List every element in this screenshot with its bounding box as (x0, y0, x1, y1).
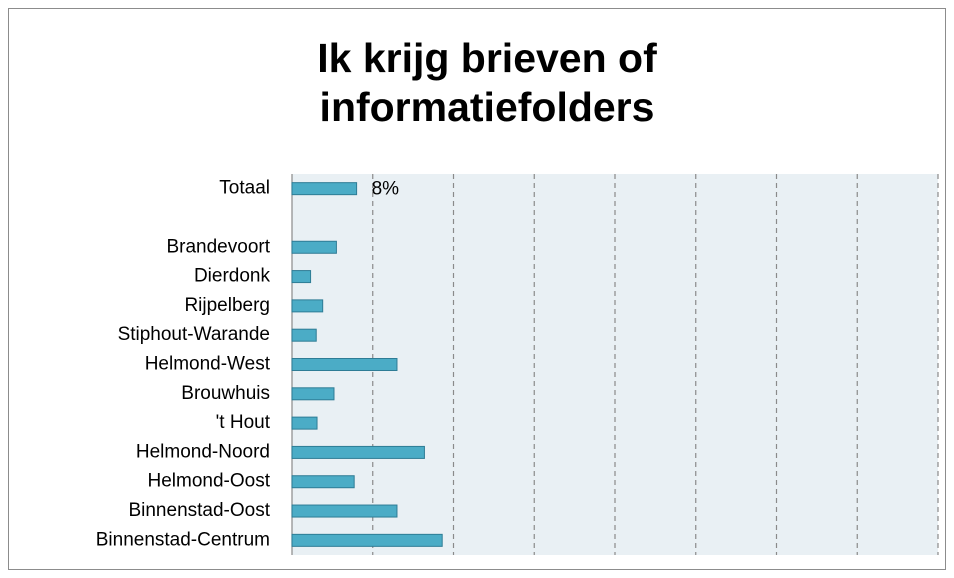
y-tick-label: Brandevoort (166, 236, 270, 257)
y-tick-label: Helmond-Noord (136, 441, 270, 462)
bar (291, 328, 317, 342)
bar (291, 475, 355, 489)
bar (291, 504, 398, 518)
y-tick-label: Brouwhuis (181, 383, 270, 404)
bar (291, 182, 358, 196)
y-tick-label: Binnenstad-Oost (128, 500, 270, 521)
bar (291, 416, 318, 430)
bar (291, 240, 337, 254)
bar (291, 358, 398, 371)
y-tick-label: 't Hout (216, 412, 271, 433)
y-tick-label: Stiphout-Warande (118, 324, 270, 345)
data-label: 8% (372, 179, 400, 200)
chart-title: Ik krijg brieven of (317, 35, 657, 81)
y-tick-label: Totaal (219, 178, 270, 199)
y-tick-label: Helmond-Oost (148, 471, 271, 492)
y-tick-label: Dierdonk (194, 266, 271, 287)
bar (291, 299, 324, 313)
y-tick-label: Binnenstad-Centrum (96, 529, 270, 550)
bar (291, 445, 425, 459)
bar (291, 387, 335, 401)
y-tick-label: Rijpelberg (184, 295, 270, 316)
bar (291, 533, 443, 547)
chart-title: informatiefolders (320, 84, 655, 130)
bar (291, 270, 312, 284)
y-tick-label: Helmond-West (145, 354, 271, 375)
